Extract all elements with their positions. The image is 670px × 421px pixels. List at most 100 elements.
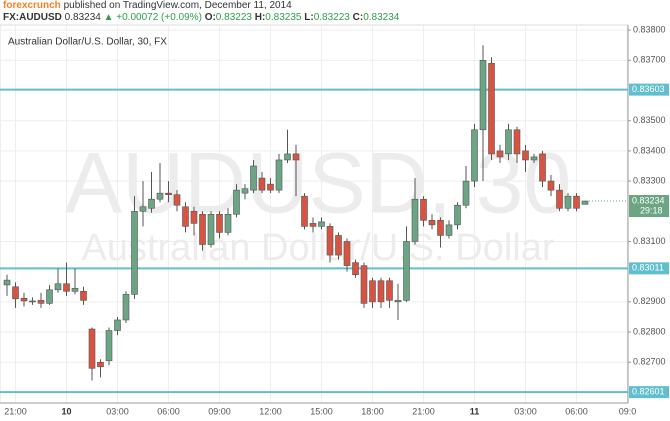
candle-body	[522, 150, 529, 161]
candle-body	[488, 63, 495, 155]
y-tick-label: 0.83100	[633, 236, 666, 246]
last-price-box	[629, 195, 669, 218]
x-tick-label: 06:00	[565, 406, 588, 416]
candle-body	[496, 150, 504, 158]
candle-body	[241, 188, 249, 194]
author[interactable]: forexcrunch	[3, 0, 61, 11]
candle-body	[233, 189, 240, 215]
candle-body	[54, 283, 62, 291]
plot-area	[0, 24, 629, 404]
candle-body	[403, 241, 410, 301]
candle-body	[564, 195, 572, 209]
candle-body	[352, 262, 359, 275]
candle-body	[216, 214, 223, 233]
x-tick-label: 21:00	[412, 406, 435, 416]
last-price-label: 0.83234	[632, 195, 665, 205]
candle-body	[539, 153, 546, 182]
candle-body	[513, 129, 521, 155]
candle-body	[37, 300, 45, 304]
price-label: 0.83603	[632, 84, 665, 94]
candle-body	[479, 60, 487, 131]
price-label: 0.82601	[632, 387, 665, 397]
candle-body	[530, 156, 538, 161]
price-label: 0.83011	[632, 263, 664, 273]
candle-body	[29, 300, 36, 303]
y-tick-label: 0.83700	[633, 55, 666, 65]
candle-body	[275, 159, 283, 191]
x-tick-label: 09:00	[208, 406, 231, 416]
candle-body	[139, 206, 147, 212]
candle-body	[462, 180, 470, 206]
candle-body	[309, 223, 317, 227]
y-tick-label: 0.83300	[633, 175, 666, 185]
watermark: AUDUSD, 30	[65, 136, 572, 232]
candle-body	[156, 192, 164, 200]
chart-title: Australian Dollar/U.S. Dollar, 30, FX	[8, 37, 167, 48]
candle-body	[471, 129, 478, 182]
countdown-label: 29:18	[640, 205, 663, 215]
ohlc-value: 0.83235	[265, 12, 302, 23]
change: ▲ +0.00072 (+0.09%)	[103, 12, 202, 23]
x-tick-label: 09:0	[619, 406, 637, 416]
candle-body	[182, 206, 189, 227]
ohlc-label: O:	[204, 12, 216, 23]
candle-body	[386, 280, 393, 301]
x-tick-label: 15:00	[310, 406, 333, 416]
candle-body	[258, 177, 266, 191]
ohlc-label: L:	[304, 12, 314, 23]
x-tick-label: 03:00	[514, 406, 537, 416]
x-tick-label: 10	[61, 406, 71, 416]
y-tick-label: 0.82700	[633, 357, 666, 367]
candle-body	[454, 204, 461, 226]
y-tick-label: 0.83800	[633, 25, 666, 35]
candle-body	[46, 289, 53, 304]
candle-body	[71, 287, 79, 292]
candle-body	[581, 200, 589, 205]
candle-body	[114, 319, 121, 331]
price: 0.83234	[64, 12, 101, 23]
candle-body	[445, 224, 453, 236]
candle-body	[335, 235, 342, 256]
candle-body	[131, 210, 138, 295]
candle-body	[199, 214, 206, 245]
candle-body	[173, 194, 181, 206]
candle-body	[122, 294, 130, 321]
x-tick-label: 12:00	[259, 406, 282, 416]
candle-body	[428, 220, 436, 226]
ohlc-label: C:	[352, 12, 364, 23]
ohlc-label: H:	[254, 12, 266, 23]
candle-body	[284, 153, 291, 161]
x-tick-label: 03:00	[106, 406, 129, 416]
candle-body	[360, 265, 368, 304]
y-tick-label: 0.82900	[633, 296, 666, 306]
candle-body	[80, 290, 87, 301]
header-line-1: forexcrunch published on TradingView.com…	[3, 0, 399, 12]
candle-body	[97, 361, 104, 368]
candle-body	[411, 198, 419, 242]
candle-body	[3, 279, 11, 286]
header-line-2: FX:AUDUSD 0.83234 ▲ +0.00072 (+0.09%) O:…	[3, 12, 399, 24]
x-tick-label: 06:00	[157, 406, 180, 416]
candle-body	[301, 195, 308, 227]
candle-body	[318, 221, 325, 227]
candle-body	[165, 192, 172, 195]
candle-body	[12, 286, 19, 300]
y-tick-label: 0.82800	[633, 326, 666, 336]
candle-body	[505, 129, 512, 155]
candle-body	[394, 300, 402, 303]
price-label-box	[629, 83, 669, 96]
price-label-box	[629, 386, 669, 399]
candle-body	[573, 195, 580, 209]
candle-body	[369, 280, 376, 303]
header: forexcrunch published on TradingView.com…	[3, 0, 399, 24]
candle-body	[437, 220, 444, 236]
candle-body	[63, 283, 70, 292]
candle-body	[547, 180, 555, 191]
candle-body	[207, 214, 215, 245]
ohlc-value: 0.83223	[313, 12, 350, 23]
candle-body	[377, 280, 385, 303]
candle-body	[292, 153, 300, 161]
x-tick-label: 18:00	[361, 406, 384, 416]
